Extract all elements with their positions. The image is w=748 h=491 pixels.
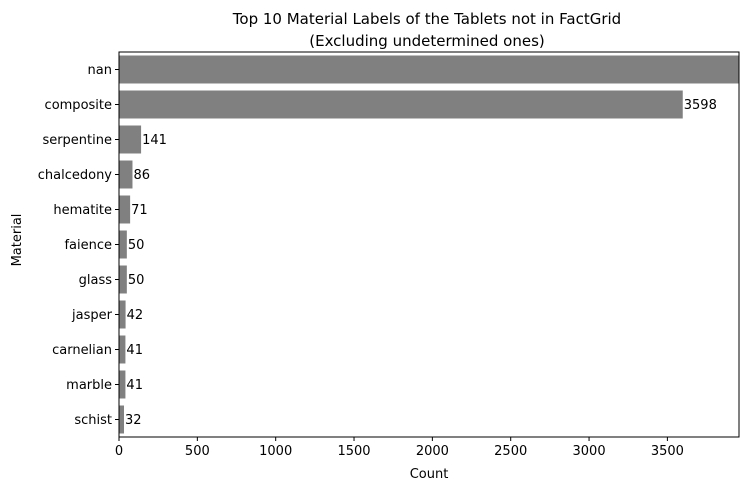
data-label-jasper: 42: [127, 308, 144, 323]
x-tick-label-1500: 1500: [337, 444, 370, 459]
data-labels: 3598 141 86 71 50 50 42 41 41 32: [125, 98, 717, 428]
bar-nan: [119, 55, 739, 84]
y-tick-label-composite: composite: [45, 98, 112, 113]
bar-serpentine: [119, 125, 142, 154]
y-tick-label-carnelian: carnelian: [52, 343, 112, 358]
x-tick-label-2500: 2500: [494, 444, 527, 459]
data-label-hematite: 71: [131, 203, 148, 218]
bars-group: [119, 55, 739, 434]
y-tick-label-faience: faience: [64, 238, 112, 253]
y-tick-labels: nan composite serpentine chalcedony hematite…: [38, 63, 119, 428]
y-tick-label-hematite: hematite: [53, 203, 112, 218]
y-tick-label-jasper: jasper: [71, 308, 113, 323]
data-label-marble: 41: [126, 378, 143, 393]
chart-subtitle: (Excluding undetermined ones): [309, 32, 545, 50]
bar-schist: [119, 405, 125, 434]
bar-glass: [119, 265, 127, 294]
data-label-faience: 50: [128, 238, 145, 253]
x-tick-label-0: 0: [115, 444, 123, 459]
data-label-composite: 3598: [684, 98, 717, 113]
bar-jasper: [119, 300, 126, 329]
data-label-chalcedony: 86: [133, 168, 150, 183]
plot-frame: [118, 51, 740, 438]
bar-chalcedony: [119, 160, 133, 189]
x-tick-label-500: 500: [185, 444, 210, 459]
x-tick-label-3000: 3000: [573, 444, 606, 459]
x-tick-label-3500: 3500: [651, 444, 684, 459]
y-axis-label: Material: [10, 214, 25, 267]
bar-carnelian: [119, 335, 126, 364]
data-label-carnelian: 41: [126, 343, 143, 358]
data-label-serpentine: 141: [142, 133, 167, 148]
x-ticks: 0 500 1000 1500 2000 2500 3000 3500: [115, 437, 684, 459]
y-tick-label-schist: schist: [74, 413, 112, 428]
data-label-schist: 32: [125, 413, 142, 428]
chart-title: Top 10 Material Labels of the Tablets no…: [232, 10, 621, 28]
bar-faience: [119, 230, 127, 259]
data-label-glass: 50: [128, 273, 145, 288]
y-tick-label-marble: marble: [66, 378, 112, 393]
y-tick-label-chalcedony: chalcedony: [38, 168, 113, 183]
y-tick-label-glass: glass: [79, 273, 113, 288]
y-tick-label-nan: nan: [88, 63, 112, 78]
x-tick-label-1000: 1000: [259, 444, 292, 459]
bar-composite: [119, 90, 683, 119]
bar-hematite: [119, 195, 131, 224]
y-tick-label-serpentine: serpentine: [42, 133, 112, 148]
x-tick-label-2000: 2000: [416, 444, 449, 459]
x-axis-label: Count: [410, 467, 449, 482]
bar-marble: [119, 370, 126, 399]
